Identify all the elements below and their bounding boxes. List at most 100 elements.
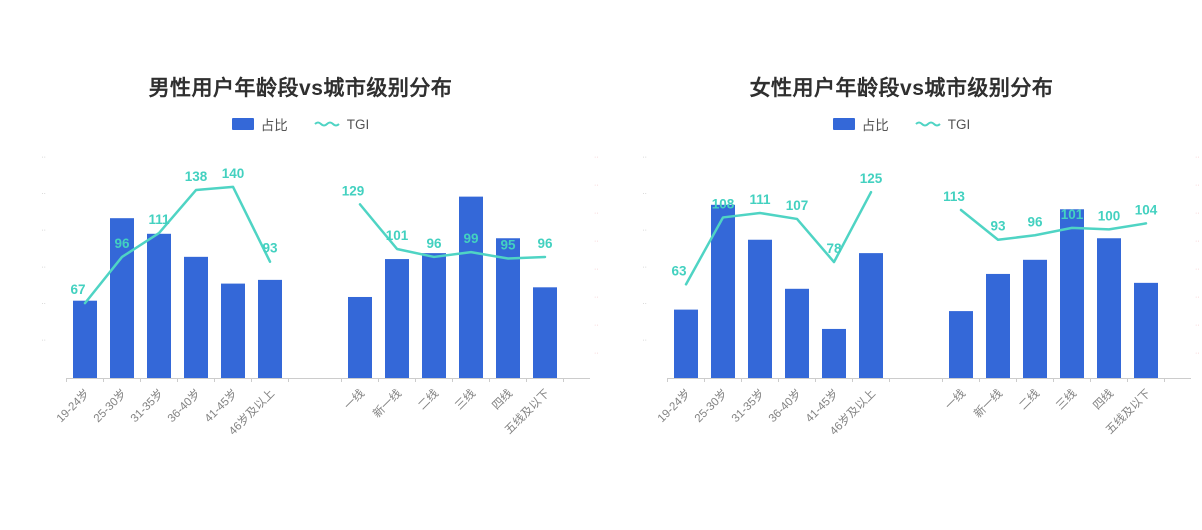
tgi-axis-tick-label: ··: [594, 350, 599, 357]
bar-41-45岁[interactable]: [221, 283, 245, 378]
tgi-value-label: 111: [749, 192, 771, 207]
x-axis-label-三线: 三线: [452, 386, 479, 413]
tgi-axis-tick-label: ··: [594, 294, 599, 301]
y-axis-tick-label: ··: [41, 154, 46, 161]
bar-二线[interactable]: [1023, 259, 1047, 378]
x-axis-label-36-40岁: 36-40岁: [164, 386, 203, 425]
tgi-axis-tick-label: ··: [1195, 266, 1200, 273]
bar-一线[interactable]: [348, 296, 372, 378]
chart-title: 男性用户年龄段vs城市级别分布: [148, 77, 453, 100]
bar-三线[interactable]: [459, 196, 483, 378]
legend-item-bar[interactable]: 占比: [231, 114, 288, 134]
bar-四线[interactable]: [1097, 238, 1121, 378]
bar-25-30岁[interactable]: [110, 218, 134, 378]
x-axis-label-25-30岁: 25-30岁: [90, 386, 129, 425]
bar-swatch-icon: [832, 118, 855, 130]
bar-五线及以下[interactable]: [533, 287, 557, 378]
chart-canvas: ·· ·· ·· ·· ·· ·· ·· ·· ·· ·· ·· ·· ·· ·· 67 96 111 138 14…: [41, 154, 599, 438]
x-axis-label-二线: 二线: [415, 386, 442, 413]
legend-item-line[interactable]: TGI: [314, 116, 370, 132]
tgi-value-label: 99: [463, 231, 478, 246]
y-axis-tick-label: ··: [41, 264, 46, 271]
tgi-axis-tick-label: ··: [594, 154, 599, 161]
bar-四线[interactable]: [496, 238, 520, 378]
bar-19-24岁[interactable]: [674, 309, 698, 378]
tgi-line-年龄段[interactable]: [684, 190, 873, 286]
bar-swatch-icon: [231, 118, 254, 130]
tgi-value-label: 129: [342, 183, 365, 198]
x-axis-label-新一线: 新一线: [370, 386, 405, 421]
tgi-line-城市级别[interactable]: [358, 203, 547, 260]
tgi-value-label: 78: [826, 241, 842, 256]
tgi-axis-tick-label: ··: [1195, 294, 1200, 301]
tgi-value-label: 138: [185, 169, 208, 184]
tgi-value-label: 101: [386, 228, 409, 243]
x-axis-label-31-35岁: 31-35岁: [127, 386, 166, 425]
tgi-value-label: 96: [426, 236, 442, 251]
tgi-line-城市级别[interactable]: [959, 208, 1148, 241]
x-axis-label-31-35岁: 31-35岁: [728, 386, 767, 425]
tgi-value-label: 108: [712, 196, 735, 211]
tgi-value-label: 140: [222, 166, 245, 181]
bar-31-35岁[interactable]: [147, 233, 171, 378]
bar-46岁及以上[interactable]: [859, 253, 883, 378]
y-axis-tick-label: ··: [642, 264, 647, 271]
female-distribution-chart: 女性用户年龄段vs城市级别分布 占比 TGI ·· ·· ·· ·· ·· ·· ·· ·· ·…: [601, 0, 1202, 530]
tgi-value-label: 96: [114, 236, 130, 251]
bar-二线[interactable]: [422, 253, 446, 378]
legend-label: 占比: [861, 118, 889, 133]
legend: 占比 TGI: [601, 114, 1202, 134]
bar-36-40岁[interactable]: [785, 288, 809, 378]
tgi-value-label: 111: [148, 212, 170, 227]
tgi-line-年龄段[interactable]: [83, 185, 272, 305]
tgi-value-label: 107: [786, 198, 809, 213]
y-axis-tick-label: ··: [41, 300, 46, 307]
legend: 占比 TGI: [0, 114, 601, 134]
bar-19-24岁[interactable]: [73, 300, 97, 378]
tgi-axis-tick-label: ··: [1195, 322, 1200, 329]
tgi-value-label: 63: [671, 263, 687, 278]
y-axis-tick-label: ··: [642, 227, 647, 234]
x-axis-label-36-40岁: 36-40岁: [765, 386, 804, 425]
x-axis-label-四线: 四线: [1090, 386, 1117, 413]
tgi-value-label: 67: [70, 282, 85, 297]
y-axis-tick-label: ··: [41, 227, 46, 234]
y-axis-tick-label: ··: [642, 154, 647, 161]
tgi-axis-tick-label: ··: [594, 238, 599, 245]
bar-46岁及以上[interactable]: [258, 279, 282, 378]
chart-canvas: ·· ·· ·· ·· ·· ·· ·· ·· ·· ·· ·· ·· ·· ·· 63 108 111 107 7…: [642, 154, 1200, 438]
tgi-value-label: 125: [860, 171, 883, 186]
line-swatch-icon: [915, 121, 941, 127]
tgi-value-label: 95: [500, 238, 516, 253]
legend-item-line[interactable]: TGI: [915, 117, 970, 132]
bar-新一线[interactable]: [986, 273, 1010, 378]
tgi-value-label: 96: [1027, 214, 1043, 229]
male-distribution-chart: 男性用户年龄段vs城市级别分布 占比 TGI ·· ·· ·· ·· ·· ·· ·· ·· ·…: [0, 77, 601, 438]
y-axis-tick-label: ··: [41, 191, 46, 198]
legend-label: 占比: [260, 118, 288, 133]
bar-新一线[interactable]: [385, 259, 409, 378]
y-axis-tick-label: ··: [642, 337, 647, 344]
bar-三线[interactable]: [1060, 209, 1084, 378]
x-axis-label-新一线: 新一线: [971, 386, 1006, 421]
tgi-axis-tick-label: ··: [594, 182, 599, 189]
line-swatch-icon: [314, 121, 340, 127]
x-axis-label-一线: 一线: [942, 386, 969, 413]
bar-五线及以下[interactable]: [1134, 282, 1158, 378]
tgi-value-label: 113: [943, 189, 965, 204]
bar-41-45岁[interactable]: [822, 328, 846, 378]
bar-36-40岁[interactable]: [184, 256, 208, 378]
tgi-axis-tick-label: ··: [1195, 210, 1200, 217]
x-axis-label-三线: 三线: [1053, 386, 1080, 413]
tgi-axis-tick-label: ··: [1195, 238, 1200, 245]
tgi-axis-tick-label: ··: [594, 210, 599, 217]
plot-area: ·· ·· ·· ·· ·· ·· ·· ·· ·· ·· ·· ·· ·· ·· 63 108 111 107 7…: [601, 140, 1202, 475]
bar-31-35岁[interactable]: [748, 239, 772, 378]
legend-item-bar[interactable]: 占比: [832, 114, 889, 134]
bar-一线[interactable]: [949, 311, 973, 378]
tgi-value-label: 93: [262, 241, 278, 256]
tgi-axis-tick-label: ··: [1195, 154, 1200, 161]
legend-label: TGI: [346, 116, 370, 132]
tgi-axis-tick-label: ··: [594, 322, 599, 329]
x-axis-label-19-24岁: 19-24岁: [53, 386, 92, 425]
